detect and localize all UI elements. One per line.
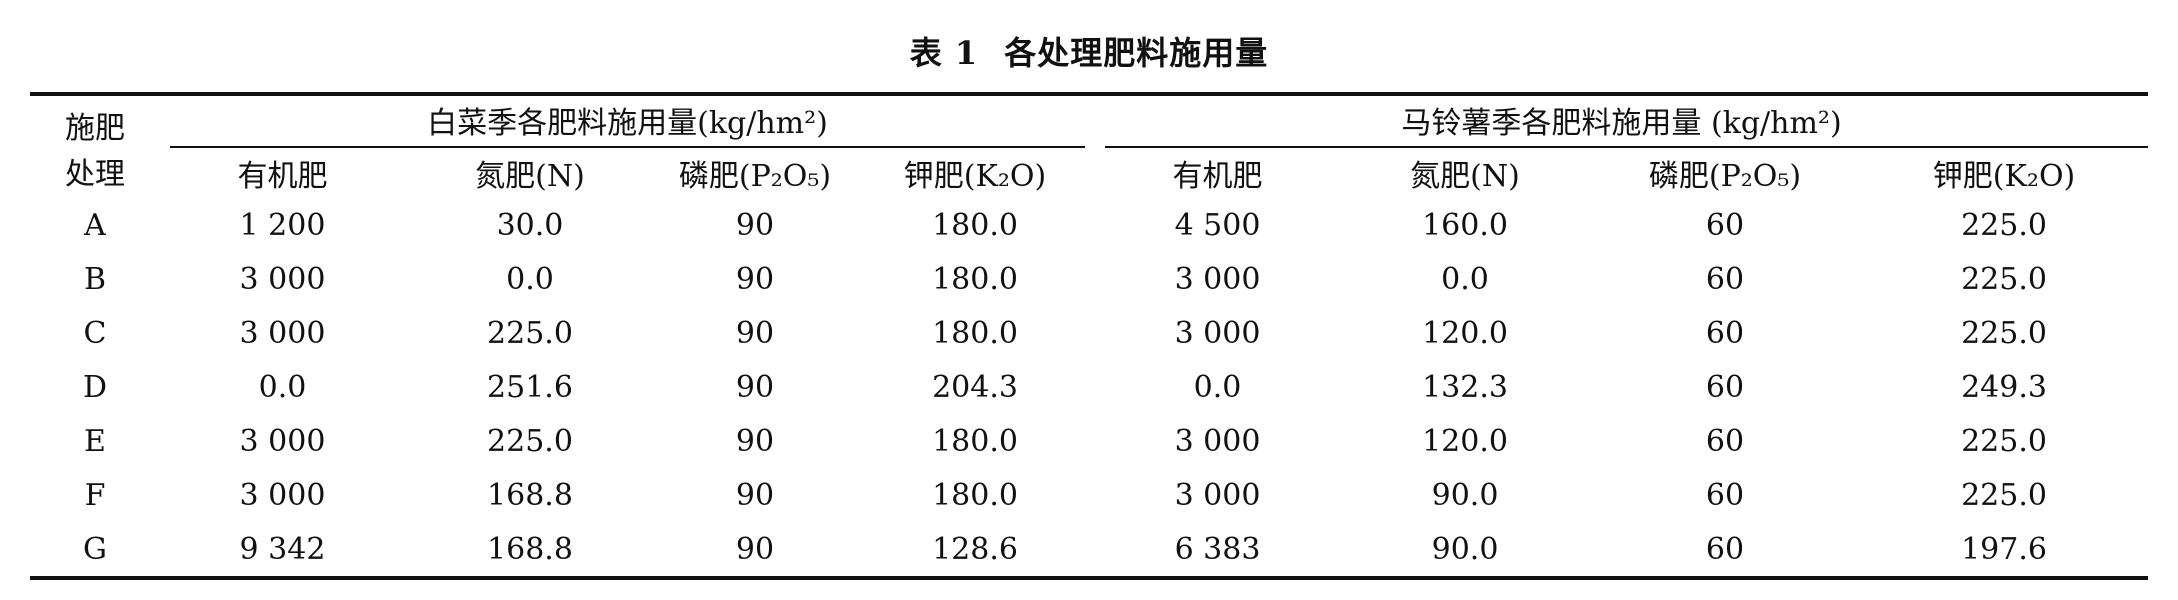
cell-cabbage-potassium: 128.6 — [855, 522, 1096, 580]
cell-cabbage-phosphorus: 90 — [735, 261, 775, 297]
table-row: F 3 000 168.8 90 180.0 3 000 90.0 60 225.0 — [30, 468, 2148, 522]
cell-cabbage-phosphorus: 90 — [735, 207, 775, 243]
cell-cabbage-organic: 0.0 — [258, 369, 307, 405]
cell-potato-phosphorus: 60 — [1590, 522, 1861, 580]
cell-cabbage-organic: 3 000 — [239, 477, 326, 513]
col-header-cabbage-potassium: 钾肥(K₂O) — [903, 159, 1047, 194]
row-treatment-id: G — [30, 522, 160, 580]
cell-cabbage-potassium: 180.0 — [932, 423, 1018, 459]
cell-cabbage-potassium: 180.0 — [932, 315, 1018, 351]
group-cabbage-underline — [170, 146, 1086, 148]
cell-potato-potassium: 249.3 — [1961, 369, 2047, 405]
cell-potato-potassium: 225.0 — [1961, 315, 2047, 351]
cell-potato-organic: 4 500 — [1174, 207, 1261, 243]
col-header-potato-nitrogen: 氮肥(N) — [1410, 159, 1520, 194]
cell-potato-nitrogen: 120.0 — [1422, 423, 1508, 459]
cell-cabbage-organic: 3 000 — [239, 315, 326, 351]
col-header-cabbage-organic: 有机肥 — [237, 159, 328, 194]
cell-cabbage-organic: 3 000 — [239, 423, 326, 459]
table-row: E 3 000 225.0 90 180.0 3 000 120.0 60 225.0 — [30, 414, 2148, 468]
row-treatment-id: D — [82, 369, 108, 405]
cell-cabbage-phosphorus: 90 — [735, 423, 775, 459]
col-header-potato-phosphorus: 磷肥(P₂O₅) — [1648, 159, 1802, 194]
cell-potato-phosphorus: 60 — [1705, 207, 1745, 243]
cell-cabbage-nitrogen: 30.0 — [496, 207, 564, 243]
fertilizer-table: 施肥 处理 白菜季各肥料施用量(kg/hm²) 马铃薯季各肥料施用量 (kg/h… — [30, 92, 2149, 580]
row-treatment-id: A — [84, 207, 106, 243]
cell-potato-organic: 3 000 — [1174, 477, 1261, 513]
group-cabbage-label: 白菜季各肥料施用量(kg/hm²) — [427, 106, 828, 141]
cell-potato-phosphorus: 60 — [1705, 477, 1745, 513]
col-header-potato-organic: 有机肥 — [1172, 159, 1263, 194]
cell-cabbage-potassium: 180.0 — [932, 261, 1018, 297]
cell-potato-nitrogen: 120.0 — [1422, 315, 1508, 351]
row-treatment-id: B — [83, 261, 107, 297]
col-header-cabbage-nitrogen: 氮肥(N) — [475, 159, 585, 194]
cell-potato-potassium: 225.0 — [1961, 261, 2047, 297]
cell-potato-nitrogen: 90.0 — [1431, 477, 1499, 513]
cell-potato-organic: 0.0 — [1193, 369, 1242, 405]
table-title: 各处理肥料施用量 — [1004, 34, 1269, 72]
cell-cabbage-potassium: 204.3 — [932, 369, 1018, 405]
cell-potato-potassium: 225.0 — [1961, 207, 2047, 243]
row-treatment-id: C — [83, 315, 107, 351]
cell-potato-phosphorus: 60 — [1705, 423, 1745, 459]
row-label-header: 施肥 处理 — [30, 94, 160, 198]
table-row: B 3 000 0.0 90 180.0 3 000 0.0 60 225.0 — [30, 252, 2148, 306]
row-treatment-id: E — [84, 423, 106, 459]
table-caption: 表 1 各处理肥料施用量 — [0, 28, 2178, 74]
row-label-line2: 处理 — [65, 157, 125, 192]
header-row-groups: 施肥 处理 白菜季各肥料施用量(kg/hm²) 马铃薯季各肥料施用量 (kg/h… — [30, 94, 2149, 192]
cell-potato-nitrogen: 160.0 — [1422, 207, 1508, 243]
cell-cabbage-nitrogen: 251.6 — [487, 369, 573, 405]
row-treatment-id: F — [84, 477, 106, 513]
cell-cabbage-organic: 9 342 — [160, 522, 405, 580]
cell-potato-phosphorus: 60 — [1705, 315, 1745, 351]
group-header-cabbage: 白菜季各肥料施用量(kg/hm²) — [160, 94, 1095, 148]
cell-potato-organic: 3 000 — [1174, 423, 1261, 459]
cell-potato-phosphorus: 60 — [1705, 369, 1745, 405]
cell-cabbage-nitrogen: 0.0 — [506, 261, 554, 297]
cell-cabbage-nitrogen: 168.8 — [487, 477, 573, 513]
cell-cabbage-potassium: 180.0 — [932, 207, 1018, 243]
table-row: C 3 000 225.0 90 180.0 3 000 120.0 60 225.0 — [30, 306, 2148, 360]
header-row-columns: 有机肥 氮肥(N) 磷肥(P₂O₅) 钾肥(K₂O) 有机肥 氮肥(N) 磷肥(… — [30, 148, 2148, 198]
cell-cabbage-phosphorus: 90 — [655, 522, 855, 580]
cell-cabbage-nitrogen: 168.8 — [405, 522, 655, 580]
table-number: 表 1 — [909, 34, 979, 72]
group-potato-underline — [1105, 146, 2149, 148]
table-header: 施肥 处理 白菜季各肥料施用量(kg/hm²) 马铃薯季各肥料施用量 (kg/h… — [30, 94, 2149, 198]
cell-potato-nitrogen: 90.0 — [1340, 522, 1591, 580]
cell-potato-potassium: 225.0 — [1961, 477, 2047, 513]
cell-potato-organic: 3 000 — [1174, 315, 1261, 351]
col-header-cabbage-phosphorus: 磷肥(P₂O₅) — [678, 159, 832, 194]
cell-potato-nitrogen: 132.3 — [1422, 369, 1508, 405]
cell-potato-potassium: 225.0 — [1961, 423, 2047, 459]
cell-potato-potassium: 197.6 — [1860, 522, 2149, 580]
cell-cabbage-nitrogen: 225.0 — [487, 315, 573, 351]
table-body: A 1 200 30.0 90 180.0 4 500 160.0 60 225.0 B 3 000… — [30, 198, 2149, 580]
cell-cabbage-phosphorus: 90 — [735, 315, 775, 351]
row-label-line1: 施肥 — [65, 111, 125, 146]
cell-potato-nitrogen: 0.0 — [1441, 261, 1489, 297]
cell-potato-organic: 6 383 — [1095, 522, 1341, 580]
cell-cabbage-phosphorus: 90 — [735, 369, 775, 405]
table-row: A 1 200 30.0 90 180.0 4 500 160.0 60 225.0 — [30, 198, 2148, 252]
cell-potato-phosphorus: 60 — [1705, 261, 1745, 297]
group-potato-label: 马铃薯季各肥料施用量 (kg/hm²) — [1401, 106, 1842, 141]
cell-cabbage-phosphorus: 90 — [735, 477, 775, 513]
group-header-potato: 马铃薯季各肥料施用量 (kg/hm²) — [1095, 94, 2149, 148]
cell-potato-organic: 3 000 — [1174, 261, 1261, 297]
cell-cabbage-organic: 3 000 — [239, 261, 326, 297]
cell-cabbage-nitrogen: 225.0 — [487, 423, 573, 459]
col-header-potato-potassium: 钾肥(K₂O) — [1932, 159, 2076, 194]
table-row: D 0.0 251.6 90 204.3 0.0 132.3 60 249.3 — [30, 360, 2148, 414]
cell-cabbage-organic: 1 200 — [239, 207, 326, 243]
cell-cabbage-potassium: 180.0 — [932, 477, 1018, 513]
